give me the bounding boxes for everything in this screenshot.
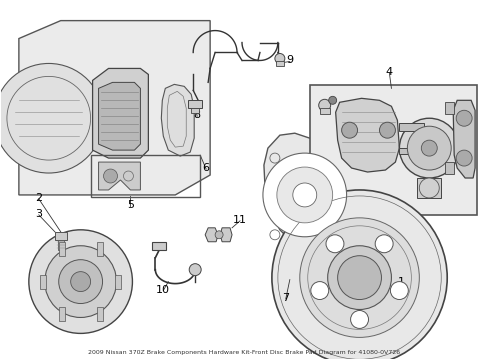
Circle shape [399, 118, 458, 178]
Bar [59, 242, 64, 256]
Bar [115, 275, 121, 289]
Circle shape [421, 140, 436, 156]
Circle shape [325, 235, 343, 253]
Circle shape [407, 126, 450, 170]
Polygon shape [264, 133, 343, 252]
Circle shape [45, 246, 116, 318]
Circle shape [419, 178, 438, 198]
Bar [96, 242, 102, 256]
Text: 5: 5 [127, 200, 134, 210]
Circle shape [29, 230, 132, 333]
Polygon shape [99, 82, 140, 150]
Bar [90, 155, 200, 197]
Circle shape [299, 218, 419, 337]
Polygon shape [444, 162, 453, 174]
Circle shape [189, 264, 201, 276]
Bar [58, 240, 63, 250]
Circle shape [271, 190, 447, 360]
Text: 7: 7 [282, 293, 289, 302]
Circle shape [389, 282, 407, 300]
Text: 3: 3 [35, 209, 42, 219]
Circle shape [341, 122, 357, 138]
Circle shape [263, 153, 346, 237]
Bar [188, 100, 202, 108]
Circle shape [328, 96, 336, 104]
Circle shape [455, 150, 471, 166]
Circle shape [292, 183, 316, 207]
Bar [59, 307, 64, 321]
Bar [309, 85, 476, 215]
Circle shape [103, 169, 117, 183]
Text: 2009 Nissan 370Z Brake Components Hardware Kit-Front Disc Brake Pad Diagram for : 2009 Nissan 370Z Brake Components Hardwa… [88, 350, 399, 355]
Polygon shape [205, 228, 218, 242]
Circle shape [374, 235, 392, 253]
Circle shape [59, 260, 102, 303]
Polygon shape [92, 68, 148, 158]
Text: 4: 4 [385, 67, 392, 77]
Polygon shape [161, 84, 194, 156]
Bar [40, 275, 46, 289]
Circle shape [455, 110, 471, 126]
Polygon shape [99, 162, 140, 190]
Bar [55, 232, 66, 240]
Bar [399, 123, 424, 131]
Circle shape [379, 122, 395, 138]
Circle shape [327, 246, 390, 310]
Text: 8: 8 [193, 110, 201, 120]
Bar [319, 108, 329, 114]
Text: 11: 11 [233, 215, 246, 225]
Polygon shape [335, 98, 399, 172]
Circle shape [71, 272, 90, 292]
Circle shape [274, 54, 285, 63]
Circle shape [310, 282, 328, 300]
Polygon shape [19, 21, 210, 195]
Bar [96, 307, 102, 321]
Circle shape [337, 256, 381, 300]
Circle shape [350, 310, 368, 328]
Circle shape [0, 63, 103, 173]
Circle shape [215, 231, 223, 239]
Polygon shape [444, 102, 453, 114]
Bar [191, 108, 199, 113]
Bar [152, 242, 166, 250]
Text: 10: 10 [156, 284, 170, 294]
Bar [399, 148, 410, 154]
Polygon shape [220, 228, 232, 242]
Circle shape [318, 99, 330, 111]
Bar [416, 178, 440, 198]
Text: 6: 6 [202, 163, 209, 173]
Text: 2: 2 [35, 193, 42, 203]
Text: 1: 1 [397, 276, 404, 287]
Text: 9: 9 [285, 55, 293, 66]
Circle shape [276, 167, 332, 223]
Bar [275, 62, 283, 67]
Polygon shape [452, 100, 474, 178]
